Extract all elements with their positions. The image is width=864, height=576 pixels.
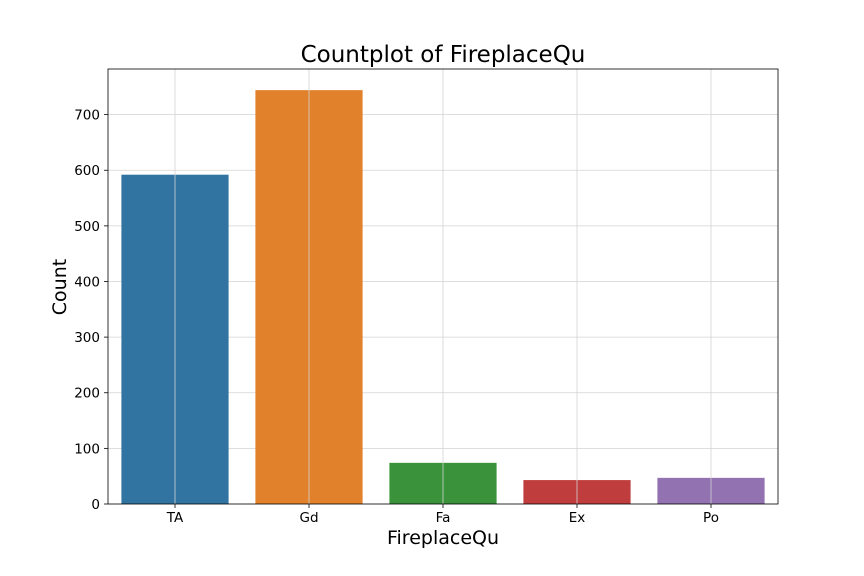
y-axis-label: Count [49, 259, 71, 315]
y-tick-label: 0 [91, 497, 100, 513]
chart-title: Countplot of FireplaceQu [301, 42, 586, 68]
x-tick-label-gd: Gd [299, 510, 318, 526]
x-tick-label-po: Po [703, 510, 719, 526]
y-tick-label: 300 [74, 330, 100, 346]
x-tick-label-ta: TA [166, 510, 184, 526]
y-tick-label: 600 [74, 163, 100, 179]
ticks-layer: 0 100 200 300 400 500 600 700 TA Gd Fa Ex Po [74, 108, 719, 526]
y-tick-label: 200 [74, 386, 100, 402]
x-tick-label-fa: Fa [436, 510, 451, 526]
x-axis-label: FireplaceQu [387, 527, 499, 549]
vertical-grid-layer [174, 69, 712, 504]
y-tick-label: 500 [74, 219, 100, 235]
y-tick-label: 100 [74, 441, 100, 457]
y-tick-label: 400 [74, 274, 100, 290]
y-tick-label: 700 [74, 108, 100, 124]
x-tick-label-ex: Ex [569, 510, 586, 526]
